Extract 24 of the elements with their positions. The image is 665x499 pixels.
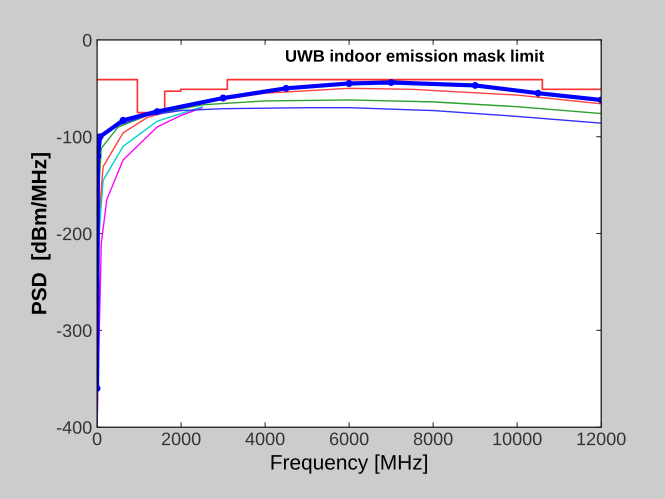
point <box>120 116 127 124</box>
y-tick-label: -100 <box>56 130 92 144</box>
x-tick-label: 10000 <box>493 432 542 446</box>
y-tick-label: -400 <box>56 421 92 434</box>
point <box>220 94 227 102</box>
y-axis-title: PSD [dBm/MHz] <box>31 153 51 314</box>
y-tick-label: 0 <box>82 34 92 47</box>
chart-title: UWB indoor emission mask limit <box>286 50 544 62</box>
x-tick-label: 2000 <box>162 432 200 446</box>
point <box>154 108 161 116</box>
point <box>534 90 542 97</box>
point <box>388 79 395 86</box>
point <box>282 84 290 92</box>
x-axis-title: Frequency [MHz] <box>272 454 427 474</box>
y-tick-label: -300 <box>56 324 92 338</box>
x-tick-label: 8000 <box>414 432 453 446</box>
x-tick-label: 4000 <box>245 432 284 446</box>
point <box>97 133 104 140</box>
y-tick-label: -200 <box>56 227 92 240</box>
point <box>472 82 479 89</box>
point <box>346 80 353 87</box>
x-tick-label: 6000 <box>330 432 369 446</box>
x-tick-label: 0 <box>92 432 102 446</box>
x-tick-label: 12000 <box>577 432 626 446</box>
